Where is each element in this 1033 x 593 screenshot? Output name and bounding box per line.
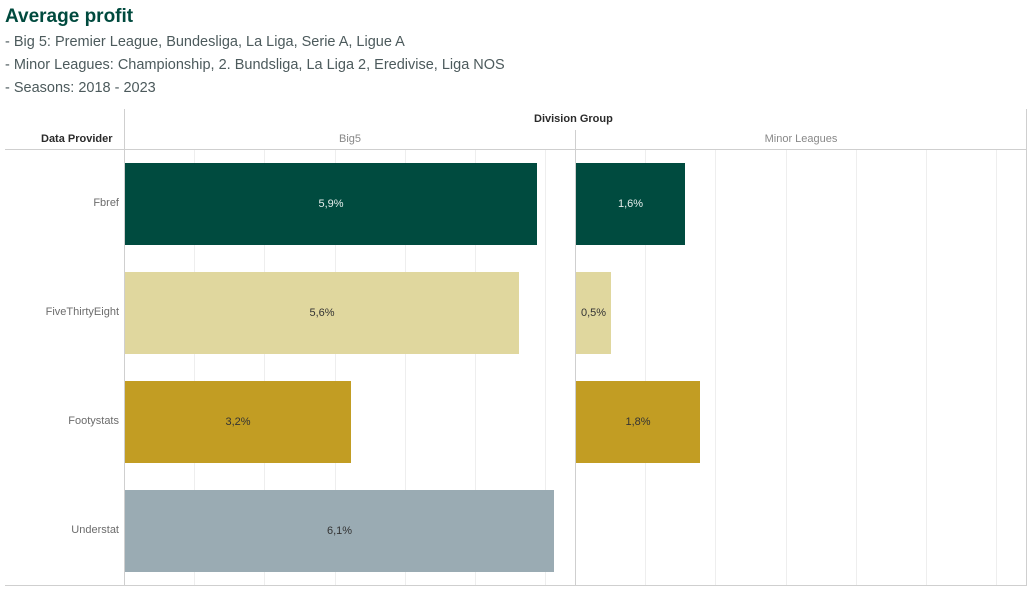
bar-label: 0,5% [580,307,607,319]
subtitle-seasons: - Seasons: 2018 - 2023 [5,80,156,96]
bar-label: 5,9% [318,198,344,210]
panel-label-minor-leagues: Minor Leagues [764,133,838,145]
gridline [264,150,265,585]
gridline [475,150,476,585]
row-label-fbref: Fbref [93,197,119,209]
row-header-divider [124,109,125,586]
gridline [194,150,195,585]
bar-big5-fbref[interactable]: 5,9% [125,163,537,245]
bar-big5-footystats[interactable]: 3,2% [125,381,351,463]
row-header-data-provider: Data Provider [41,133,113,145]
bar-minor-fbref[interactable]: 1,6% [576,163,685,245]
gridline [715,150,716,585]
right-border [1026,109,1027,586]
bar-minor-fivethirtyeight[interactable]: 0,5% [576,272,611,354]
gridline [856,150,857,585]
bar-big5-fivethirtyeight[interactable]: 5,6% [125,272,519,354]
gridline [405,150,406,585]
gridline [545,150,546,585]
bar-minor-footystats[interactable]: 1,8% [576,381,700,463]
gridline [996,150,997,585]
bar-label: 1,6% [617,198,644,210]
bottom-border [5,585,1027,586]
bar-label: 6,1% [326,525,353,537]
header-divider [5,149,1027,150]
bar-label: 3,2% [225,416,251,428]
subtitle-big5: - Big 5: Premier League, Bundesliga, La … [5,34,405,50]
subtitle-minor: - Minor Leagues: Championship, 2. Bundsl… [5,57,505,73]
gridline [786,150,787,585]
gridline [645,150,646,585]
row-label-fivethirtyeight: FiveThirtyEight [45,306,119,318]
panel-label-big5: Big5 [338,133,362,145]
row-label-understat: Understat [71,524,119,536]
gridline [926,150,927,585]
column-header-division-group: Division Group [534,113,613,125]
row-label-footystats: Footystats [68,415,119,427]
bar-big5-understat[interactable]: 6,1% [125,490,554,572]
panel-divider [575,130,576,586]
bar-label: 1,8% [625,416,651,428]
chart-title: Average profit [5,6,134,27]
gridline [335,150,336,585]
bar-label: 5,6% [309,307,335,319]
